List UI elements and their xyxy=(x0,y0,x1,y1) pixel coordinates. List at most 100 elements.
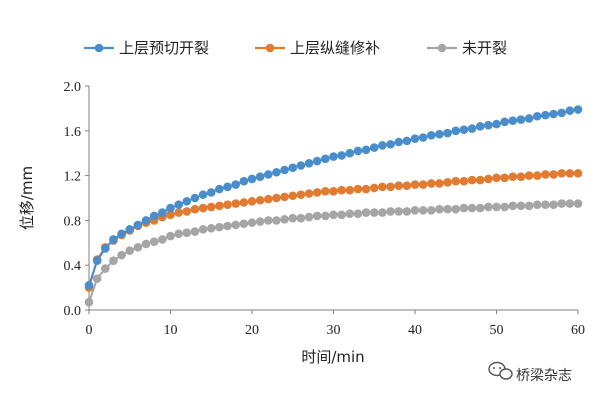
data-point xyxy=(394,207,404,216)
data-point xyxy=(84,297,94,307)
data-point xyxy=(215,201,224,211)
tick-labels: 0.0 0.4 0.8 1.2 1.6 2.0 0 10 20 30 40 50 60 xyxy=(64,80,586,338)
data-point xyxy=(410,134,420,143)
data-point xyxy=(532,200,542,210)
data-point xyxy=(532,171,542,180)
data-point xyxy=(549,170,558,179)
series-3 xyxy=(84,199,583,307)
wechat-icon xyxy=(488,361,513,380)
data-point xyxy=(158,208,167,217)
data-point xyxy=(361,208,371,217)
data-point xyxy=(508,116,518,126)
data-point xyxy=(329,210,338,220)
data-point xyxy=(329,186,338,196)
data-point xyxy=(239,176,249,186)
data-point xyxy=(280,192,289,202)
data-point xyxy=(312,188,322,197)
data-point xyxy=(394,137,404,147)
data-point xyxy=(174,200,183,210)
data-point xyxy=(500,117,509,127)
data-point xyxy=(166,231,175,241)
data-point xyxy=(573,105,583,114)
x-tick-label: 0 xyxy=(86,323,93,338)
data-point xyxy=(92,256,102,266)
data-point xyxy=(321,154,330,164)
data-point xyxy=(182,197,192,206)
data-point xyxy=(353,184,363,194)
legend-item: 上层纵缝修补 xyxy=(255,39,380,57)
data-point xyxy=(255,217,265,226)
data-point xyxy=(296,213,306,223)
x-tick-label: 40 xyxy=(408,323,422,338)
data-point xyxy=(402,207,412,216)
data-point xyxy=(402,181,412,190)
legend-marker xyxy=(437,43,447,53)
data-point xyxy=(492,119,501,129)
series-2 xyxy=(84,169,583,292)
data-point xyxy=(304,189,314,198)
data-point xyxy=(223,182,232,192)
legend-label: 未开裂 xyxy=(462,39,507,57)
data-point xyxy=(312,211,322,221)
y-tick-label: 1.6 xyxy=(64,125,82,140)
data-point xyxy=(288,163,298,173)
data-point xyxy=(451,176,461,186)
data-point xyxy=(418,206,428,215)
data-point xyxy=(427,179,436,188)
data-point xyxy=(198,203,208,213)
data-point xyxy=(402,136,412,146)
data-point xyxy=(280,165,289,175)
data-point xyxy=(427,206,436,215)
data-point xyxy=(239,219,249,229)
data-point xyxy=(565,199,575,208)
data-point xyxy=(557,108,566,118)
data-point xyxy=(272,167,281,177)
data-point xyxy=(369,143,379,152)
data-point xyxy=(475,175,485,185)
data-point xyxy=(304,212,314,222)
data-point xyxy=(158,235,167,244)
data-point xyxy=(215,222,224,232)
y-tick-label: 0.0 xyxy=(64,304,82,319)
x-tick-label: 10 xyxy=(164,323,178,338)
x-tick-label: 60 xyxy=(571,323,585,338)
data-point xyxy=(198,190,208,199)
data-point xyxy=(321,186,330,196)
data-point xyxy=(231,180,240,189)
x-tick-label: 20 xyxy=(245,323,259,338)
data-point xyxy=(109,235,118,244)
data-point xyxy=(239,198,249,207)
data-point xyxy=(549,109,558,119)
data-point xyxy=(133,242,143,252)
data-point xyxy=(394,181,404,190)
data-point xyxy=(215,184,224,194)
legend-item: 未开裂 xyxy=(427,39,507,57)
data-point xyxy=(198,225,208,234)
data-point xyxy=(174,229,183,239)
data-point xyxy=(288,191,298,201)
data-point xyxy=(247,218,257,227)
data-point xyxy=(492,202,501,212)
data-point xyxy=(288,213,298,223)
data-point xyxy=(149,211,159,221)
data-point xyxy=(573,169,583,178)
data-point xyxy=(321,211,330,221)
watermark: 桥梁杂志 xyxy=(488,361,572,384)
data-point xyxy=(166,210,175,220)
data-point xyxy=(133,220,143,230)
data-point xyxy=(459,125,469,134)
data-point xyxy=(451,204,461,214)
data-point xyxy=(174,208,183,217)
data-point xyxy=(467,203,477,213)
data-point xyxy=(141,239,151,249)
data-point xyxy=(206,202,216,212)
data-point xyxy=(508,201,518,211)
data-point xyxy=(565,106,575,115)
data-point xyxy=(378,141,387,150)
data-point xyxy=(296,161,306,170)
data-point xyxy=(125,225,135,234)
data-point xyxy=(484,120,493,130)
data-point xyxy=(378,182,387,192)
legend-marker xyxy=(265,43,275,53)
